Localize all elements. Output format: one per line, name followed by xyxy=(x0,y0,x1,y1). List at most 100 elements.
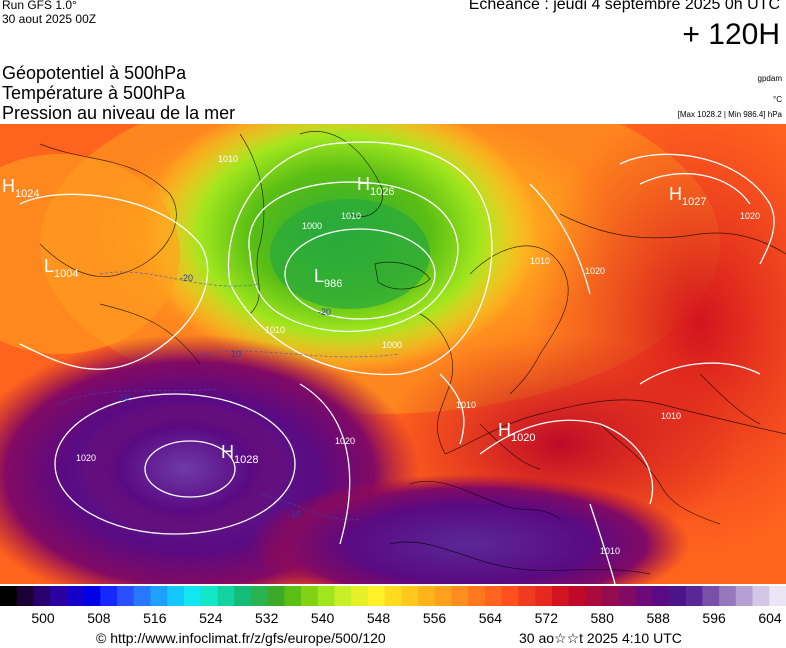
isobar-label: 1010 xyxy=(600,546,620,556)
isobar-label: 1020 xyxy=(335,436,355,446)
forecast-map: H1024 L1004 H1026 L986 H1027 H1020 H1028… xyxy=(0,124,786,584)
colorbar-swatch xyxy=(635,586,653,606)
colorbar-swatch xyxy=(501,586,519,606)
isobar-low-986 xyxy=(284,228,436,320)
shading-trough-core xyxy=(270,199,430,309)
colorbar-label: 500 xyxy=(31,610,55,626)
isobar-1010-south xyxy=(589,503,616,584)
colorbar-swatch xyxy=(668,586,687,606)
isobar-label: 1010 xyxy=(341,211,361,221)
temperature-labels: -20 -10 -10 -20 -10 xyxy=(116,273,331,519)
colorbar-label: 524 xyxy=(199,610,223,626)
isobar-1000 xyxy=(248,181,459,332)
colorbar-swatch xyxy=(33,586,51,606)
field-title-pressure: Pression au niveau de la mer xyxy=(2,103,236,123)
colorbar-swatch xyxy=(719,586,737,606)
colorbar-swatch xyxy=(585,586,603,606)
colorbar-swatch xyxy=(66,586,85,606)
isotherms xyxy=(59,271,401,521)
pressure-center-l986: L986 xyxy=(314,266,342,290)
colorbar-swatch xyxy=(351,586,369,606)
isobar-label: 1020 xyxy=(76,453,96,463)
colorbar-swatch xyxy=(769,586,786,606)
colorbar-swatch xyxy=(267,586,285,606)
colorbar-swatch xyxy=(16,586,34,606)
colorbar-label: 596 xyxy=(702,610,726,626)
isobar-labels: 1010 1000 1010 1010 1000 1010 1010 1020 … xyxy=(76,154,760,556)
colorbar-swatch xyxy=(133,586,152,606)
pressure-minmax: [Max 1028.2 | Min 986.4] hPa xyxy=(677,110,782,119)
temperature-label: -10 xyxy=(288,509,301,519)
generation-timestamp: 30 ao☆☆t 2025 4:10 UTC xyxy=(519,630,682,646)
colorbar-swatch xyxy=(752,586,770,606)
colorbar-swatch xyxy=(317,586,335,606)
colorbar-label: 508 xyxy=(87,610,111,626)
isobar-1020-northeast xyxy=(619,153,775,265)
colorbar-swatch xyxy=(150,586,168,606)
pressure-center-l1004: L1004 xyxy=(44,256,79,280)
isobar-label: 1020 xyxy=(740,211,760,221)
colorbar-label: 572 xyxy=(534,610,558,626)
isobar-label: 1000 xyxy=(302,221,322,231)
colorbar-swatch xyxy=(535,586,553,606)
colorbar-label: 564 xyxy=(478,610,503,626)
pressure-center-h1026: H1026 xyxy=(357,174,394,198)
isobar-1010-mid xyxy=(439,373,465,445)
colorbar-swatch xyxy=(183,586,202,606)
colorbar-swatch xyxy=(301,586,319,606)
colorbar-swatch xyxy=(117,586,135,606)
isobar-1020-ne-inner xyxy=(639,172,751,205)
shading-south-purple xyxy=(250,474,690,584)
colorbar-swatch xyxy=(0,586,18,606)
colorbar-swatch xyxy=(284,586,302,606)
forecast-valid-time: Echéance : jeudi 4 septembre 2025 0h UTC xyxy=(468,0,780,13)
run-label: Run GFS 1.0° xyxy=(2,0,77,12)
copyright-text: © http://www.infoclimat.fr/z/gfs/europe/… xyxy=(96,630,386,646)
colorbar-label: 548 xyxy=(366,610,391,626)
colorbar-swatch xyxy=(367,586,386,606)
colorbar-swatch xyxy=(568,586,586,606)
colorbar-label: 516 xyxy=(143,610,167,626)
pressure-centers: H1024 L1004 H1026 L986 H1027 H1020 H1028 xyxy=(2,174,706,466)
colorbar-swatch xyxy=(384,586,402,606)
colorbar-swatch xyxy=(735,586,754,606)
isobar-label: 1010 xyxy=(661,411,681,421)
colorbar-swatch xyxy=(100,586,118,606)
field-title-temperature: Température à 500hPa xyxy=(2,83,186,103)
colorbar-label: 556 xyxy=(422,610,447,626)
pressure-center-h1027: H1027 xyxy=(669,184,706,208)
colorbar-swatch xyxy=(167,586,185,606)
field-title-geopotential: Géopotentiel à 500hPa xyxy=(2,63,187,83)
colorbar-swatch xyxy=(83,586,101,606)
isobar-1020-west xyxy=(19,193,209,370)
isobar-1010-east xyxy=(639,362,761,385)
isobar-1010-north xyxy=(227,141,493,376)
isobar-label: 1010 xyxy=(530,256,550,266)
colorbar-swatch xyxy=(702,586,720,606)
colorbar-label: 580 xyxy=(590,610,614,626)
colorbar-swatch xyxy=(50,586,68,606)
isobar-label: 1010 xyxy=(456,400,476,410)
colorbar-label: 540 xyxy=(310,610,335,626)
colorbar-swatch xyxy=(551,586,570,606)
colorbar-swatch xyxy=(618,586,636,606)
colorbar-swatch xyxy=(418,586,436,606)
isobar-1020-east xyxy=(479,419,654,505)
colorbar-swatch xyxy=(685,586,703,606)
colorbar-swatch xyxy=(200,586,218,606)
isobar-high-1028-inner xyxy=(144,440,236,498)
colorbar-swatch xyxy=(484,586,503,606)
colorbar-swatch xyxy=(434,586,453,606)
colorbar-swatch xyxy=(250,586,269,606)
run-date: 30 aout 2025 00Z xyxy=(2,12,97,26)
temperature-label: -10 xyxy=(116,393,129,403)
colorbar xyxy=(0,586,786,606)
colorbar-swatch xyxy=(468,586,486,606)
colorbar-label: 588 xyxy=(646,610,670,626)
lead-time: + 120H xyxy=(682,18,780,51)
pressure-center-h1020: H1020 xyxy=(498,420,535,444)
colorbar-swatch xyxy=(334,586,352,606)
colorbar-swatch xyxy=(234,586,252,606)
pressure-center-h1028: H1028 xyxy=(221,442,258,466)
temperature-label: -20 xyxy=(180,273,193,283)
